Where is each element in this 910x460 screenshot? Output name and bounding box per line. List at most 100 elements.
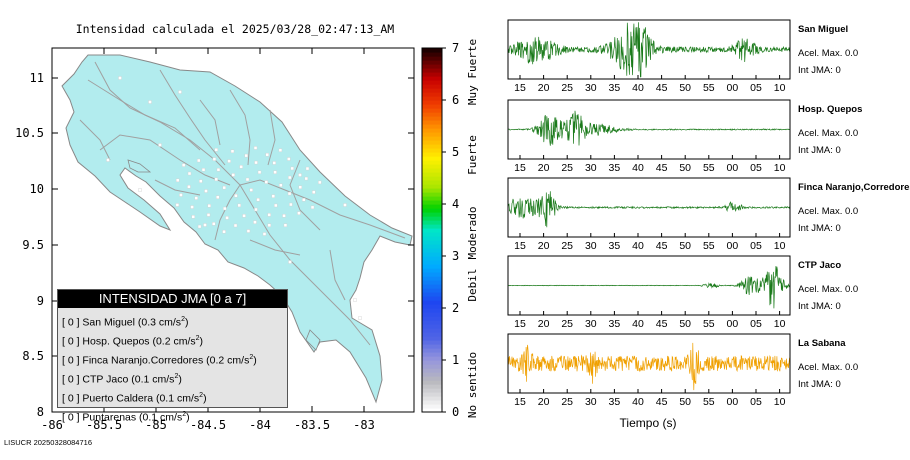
road-line (79, 119, 111, 161)
x-axis-label: Tiempo (s) (619, 416, 677, 430)
map-y-tick-label: 9 (37, 294, 44, 308)
station-dot (254, 207, 258, 212)
wave-x-tick-label: 00 (727, 82, 739, 94)
wave-x-tick-label: 35 (609, 318, 621, 330)
map-axes: -86 -85.5 -85 -84.5 -84 -83.5 -83 11 10.5 10 9.5 9 8… (15, 48, 414, 432)
wave-x-tick-label: 15 (514, 240, 526, 252)
colorbar-tick-label: 3 (452, 249, 459, 263)
colorbar-band (422, 220, 442, 225)
colorbar-band (422, 120, 442, 125)
wave-x-tick-label: 50 (679, 396, 691, 408)
colorbar-band (422, 212, 442, 217)
map-x-tick-label: -85 (145, 418, 167, 432)
waveform-panel: 15 20 25 30 35 40 45 50 55 00 05 10 San Miguel Acel. … (507, 19, 858, 94)
colorbar-band (422, 152, 442, 157)
colorbar-band (422, 104, 442, 109)
colorbar-band (422, 168, 442, 173)
colorbar-band (422, 320, 442, 325)
colorbar-band (422, 52, 442, 57)
road-line (159, 69, 226, 166)
colorbar-band (422, 380, 442, 385)
peninsula-detail (127, 159, 321, 351)
colorbar-band (422, 288, 442, 293)
colorbar-category-label: Debil (466, 268, 479, 301)
station-dot (206, 213, 211, 217)
waveform-trace (507, 191, 791, 228)
land-shape (61, 54, 413, 404)
colorbar-band (422, 180, 442, 185)
road-line (249, 239, 301, 256)
colorbar-band (422, 172, 442, 177)
colorbar-band (422, 136, 442, 141)
station-dot (283, 223, 288, 227)
map-x-tick-label: -83 (353, 418, 375, 432)
waveform-trace (507, 22, 791, 78)
station-dot (212, 157, 217, 161)
waveform-trace (507, 342, 791, 391)
wave-x-tick-label: 00 (727, 162, 739, 174)
wave-x-tick-label: 45 (656, 162, 668, 174)
colorbar-band (422, 300, 442, 305)
map-x-tick-label: -85.5 (86, 418, 122, 432)
station-dot (190, 205, 194, 209)
colorbar-band (422, 284, 442, 289)
wave-x-tick-label: 10 (774, 162, 786, 174)
station-dot (298, 185, 302, 189)
station-dot (148, 100, 152, 104)
station-dot (179, 193, 183, 197)
station-dot (278, 148, 283, 152)
colorbar-band (422, 280, 442, 285)
colorbar-band (422, 208, 442, 213)
wave-x-tick-label: 40 (632, 396, 644, 408)
wave-x-tick-label: 10 (774, 318, 786, 330)
wave-x-tick-label: 35 (609, 240, 621, 252)
station-accel: Acel. Max. 0.0 (798, 362, 858, 373)
station-dot (264, 180, 269, 184)
wave-x-tick-label: 30 (585, 82, 597, 94)
colorbar-band (422, 128, 442, 133)
wave-x-tick-label: 45 (656, 318, 668, 330)
wave-x-tick-label: 45 (656, 82, 668, 94)
colorbar-tick-label: 1 (452, 353, 459, 367)
map-x-tick-label: -84.5 (190, 418, 226, 432)
station-dot (279, 183, 283, 187)
colorbar-band (422, 148, 442, 153)
costa-rica-landmass (61, 54, 413, 404)
colorbar-category-label: Muy Fuerte (466, 39, 479, 105)
legend-row: [ 0 ] Finca Naranjo.Corredores (0.2 cm/s… (62, 354, 257, 367)
station-dot (282, 214, 286, 218)
wave-x-tick-label: 10 (774, 82, 786, 94)
station-dot (257, 170, 262, 174)
colorbar-category-label: No sentido (466, 352, 479, 418)
road-line (154, 179, 201, 196)
colorbar-band (422, 404, 442, 409)
colorbar-band (422, 328, 442, 333)
colorbar-band (422, 68, 442, 73)
station-dot (289, 202, 293, 207)
wave-x-tick-label: 30 (585, 162, 597, 174)
station-dot (343, 203, 347, 207)
colorbar-band (422, 248, 442, 253)
colorbar-band (422, 112, 442, 117)
colorbar-category-label: Moderado (466, 207, 479, 260)
colorbar-band (422, 364, 442, 369)
station-dot (312, 190, 316, 194)
station-dot (222, 229, 226, 234)
wave-x-tick-label: 50 (679, 240, 691, 252)
station-dot (216, 167, 221, 172)
wave-x-tick-label: 05 (750, 240, 762, 252)
colorbar-band (422, 372, 442, 377)
wave-x-tick-label: 35 (609, 396, 621, 408)
station-dot (298, 173, 302, 177)
legend-row: [ 0 ] Puerto Caldera (0.1 cm/s2) (62, 392, 207, 405)
waveform-panel: 15 20 25 30 35 40 45 50 55 00 05 10 La Sabana Acel. M… (507, 333, 858, 408)
wave-x-tick-label: 10 (774, 240, 786, 252)
colorbar-band (422, 240, 442, 245)
road-line (229, 89, 251, 166)
station-dot (106, 158, 110, 162)
legend-row: [ 0 ] San Miguel (0.3 cm/s2) (62, 316, 189, 329)
wave-x-tick-label: 15 (514, 82, 526, 94)
map-x-tick-label: -86 (41, 418, 63, 432)
map-y-tick-label: 10 (30, 182, 44, 196)
station-dot (187, 185, 191, 189)
